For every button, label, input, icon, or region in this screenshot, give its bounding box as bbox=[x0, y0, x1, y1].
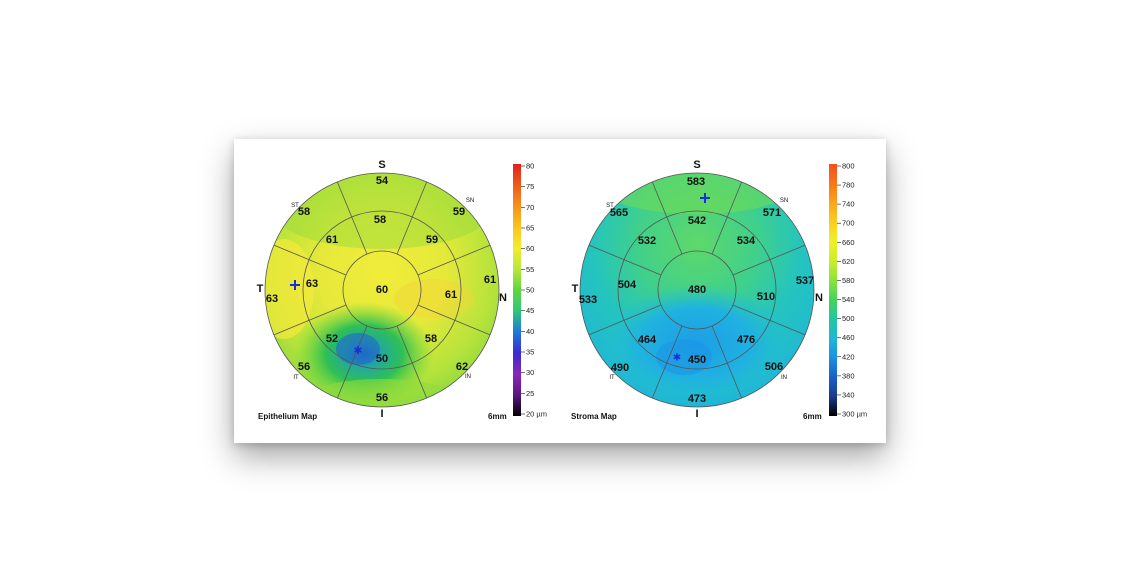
stroma-minimum-star-icon: ✱ bbox=[673, 353, 681, 364]
stroma-orient-in: IN bbox=[781, 375, 787, 381]
stroma-thinnest-cross-icon bbox=[700, 193, 710, 203]
epithelium-outer-it: 56 bbox=[298, 361, 310, 373]
stroma-inner-i: 450 bbox=[688, 354, 706, 366]
epithelium-colorbar-tick-label: 25 bbox=[526, 389, 534, 398]
epithelium-orient-t: T bbox=[257, 283, 264, 295]
epithelium-outer-sn: 59 bbox=[453, 206, 465, 218]
stroma-outer-sn: 571 bbox=[763, 207, 781, 219]
epithelium-minimum-star-icon: ✱ bbox=[353, 345, 362, 357]
epithelium-outer-s: 54 bbox=[376, 175, 389, 187]
stroma-outer-i: 473 bbox=[688, 393, 706, 405]
stroma-caption: Stroma Map bbox=[571, 412, 617, 421]
stroma-scale-label: 6mm bbox=[803, 412, 822, 421]
stroma-outer-it: 490 bbox=[611, 362, 629, 374]
epithelium-inner-n: 61 bbox=[445, 289, 457, 301]
epithelium-inner-t: 63 bbox=[306, 278, 318, 290]
stroma-orient-it: IT bbox=[609, 375, 615, 381]
stroma-colorbar-tick-label: 660 bbox=[842, 238, 855, 247]
epithelium-orient-s: S bbox=[378, 159, 385, 171]
stroma-colorbar-tick-label: 780 bbox=[842, 181, 855, 190]
thickness-maps-panel: 60 58 59 61 58 50 52 63 61 54 59 61 62 5… bbox=[234, 139, 886, 443]
stroma-map: 480 542 534 510 476 450 464 504 532 583 … bbox=[571, 159, 867, 421]
epithelium-colorbar-tick-label: 30 bbox=[526, 368, 534, 377]
stroma-colorbar-tick-label: 300 µm bbox=[842, 410, 867, 419]
epithelium-inner-st: 61 bbox=[326, 234, 338, 246]
maps-canvas: 60 58 59 61 58 50 52 63 61 54 59 61 62 5… bbox=[257, 159, 868, 421]
stroma-colorbar-tick-label: 380 bbox=[842, 371, 855, 380]
epithelium-orient-st: ST bbox=[291, 203, 299, 209]
epithelium-inner-i: 50 bbox=[376, 353, 388, 365]
epithelium-colorbar: 80 75 70 65 60 55 50 45 40 35 30 25 20 µm bbox=[513, 162, 547, 419]
epithelium-outer-t: 63 bbox=[266, 293, 278, 305]
stroma-orient-i: I bbox=[695, 408, 698, 420]
stroma-outer-t: 533 bbox=[579, 294, 597, 306]
epithelium-colorbar-tick-label: 75 bbox=[526, 182, 534, 191]
stroma-colorbar-tick-label: 580 bbox=[842, 276, 855, 285]
stroma-orient-t: T bbox=[572, 283, 579, 295]
epithelium-scale-label: 6mm bbox=[488, 412, 507, 421]
epithelium-colorbar-tick-label: 20 µm bbox=[526, 410, 547, 419]
stroma-orient-n: N bbox=[815, 292, 823, 304]
epithelium-colorbar-tick-label: 35 bbox=[526, 348, 534, 357]
stroma-center-value: 480 bbox=[688, 284, 706, 296]
stroma-inner-it: 464 bbox=[638, 334, 657, 346]
epithelium-inner-s: 58 bbox=[374, 214, 386, 226]
stroma-colorbar-tick-label: 620 bbox=[842, 257, 855, 266]
epithelium-orient-n: N bbox=[499, 292, 507, 304]
epithelium-sector-lines bbox=[273, 181, 491, 399]
epithelium-colorbar-tick-label: 80 bbox=[526, 162, 534, 171]
epithelium-orient-sn: SN bbox=[466, 198, 474, 204]
epithelium-colorbar-tick-label: 40 bbox=[526, 327, 534, 336]
stroma-orient-sn: SN bbox=[780, 198, 788, 204]
epithelium-orient-it: IT bbox=[293, 375, 299, 381]
epithelium-caption: Epithelium Map bbox=[258, 412, 317, 421]
stroma-outer-st: 565 bbox=[610, 207, 628, 219]
stroma-sector-lines bbox=[588, 181, 806, 399]
stroma-colorbar-tick-label: 420 bbox=[842, 352, 855, 361]
stroma-outer-in: 506 bbox=[765, 361, 783, 373]
stroma-colorbar-tick-label: 500 bbox=[842, 314, 855, 323]
epithelium-map: 60 58 59 61 58 50 52 63 61 54 59 61 62 5… bbox=[257, 159, 547, 421]
stroma-inner-in: 476 bbox=[737, 334, 755, 346]
epithelium-center-value: 60 bbox=[376, 284, 388, 296]
stroma-colorbar-tick-label: 740 bbox=[842, 200, 855, 209]
epithelium-inner-in: 58 bbox=[425, 333, 437, 345]
epithelium-colorbar-tick-label: 50 bbox=[526, 286, 534, 295]
epithelium-colorbar-gradient bbox=[513, 164, 521, 416]
epithelium-colorbar-tick-label: 70 bbox=[526, 203, 534, 212]
stroma-inner-st: 532 bbox=[638, 235, 656, 247]
epithelium-orient-i: I bbox=[380, 408, 383, 420]
stroma-colorbar: 800 780 740 700 660 620 580 540 500 460 420 380 340 3… bbox=[829, 162, 867, 419]
stroma-inner-sn: 534 bbox=[737, 235, 756, 247]
stroma-outer-s: 583 bbox=[687, 176, 705, 188]
stroma-colorbar-gradient bbox=[829, 164, 837, 416]
epithelium-inner-it: 52 bbox=[326, 333, 338, 345]
epithelium-outer-in: 62 bbox=[456, 361, 468, 373]
stroma-inner-n: 510 bbox=[757, 291, 775, 303]
stroma-colorbar-tick-label: 460 bbox=[842, 333, 855, 342]
epithelium-orient-in: IN bbox=[465, 374, 471, 380]
epithelium-colorbar-tick-label: 65 bbox=[526, 224, 534, 233]
epithelium-outer-st: 58 bbox=[298, 206, 310, 218]
stroma-colorbar-tick-label: 540 bbox=[842, 295, 855, 304]
stroma-outer-n: 537 bbox=[796, 275, 814, 287]
stroma-inner-t: 504 bbox=[618, 279, 637, 291]
stroma-inner-s: 542 bbox=[688, 215, 706, 227]
epithelium-colorbar-tick-label: 45 bbox=[526, 306, 534, 315]
epithelium-outer-n: 61 bbox=[484, 274, 496, 286]
stroma-colorbar-tick-label: 700 bbox=[842, 219, 855, 228]
stroma-colorbar-tick-label: 340 bbox=[842, 390, 855, 399]
epithelium-outer-i: 56 bbox=[376, 392, 388, 404]
epithelium-inner-sn: 59 bbox=[426, 234, 438, 246]
epithelium-colorbar-tick-label: 60 bbox=[526, 244, 534, 253]
stroma-orient-s: S bbox=[693, 159, 700, 171]
stroma-colorbar-tick-label: 800 bbox=[842, 162, 855, 171]
stroma-orient-st: ST bbox=[606, 203, 614, 209]
epithelium-colorbar-tick-label: 55 bbox=[526, 265, 534, 274]
epithelium-thinnest-cross-icon bbox=[290, 280, 300, 290]
